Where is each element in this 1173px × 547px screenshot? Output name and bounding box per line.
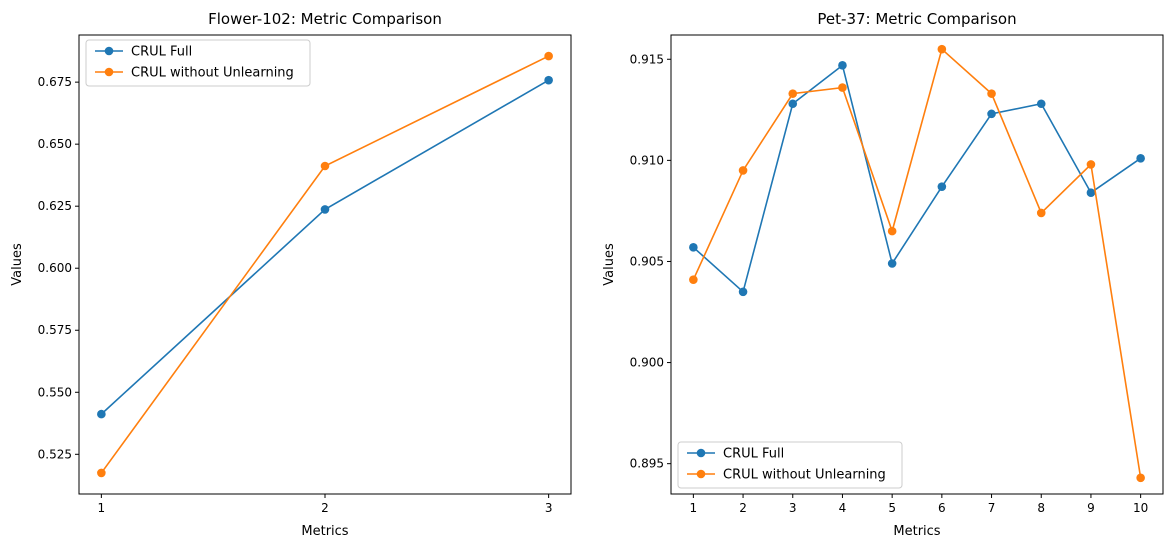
data-point	[1086, 160, 1096, 169]
legend-marker-0	[104, 46, 114, 56]
data-point	[1036, 208, 1046, 218]
x-tick-label: 8	[1037, 501, 1045, 515]
x-tick-label: 2	[739, 501, 747, 515]
legend-label-0: CRUL Full	[131, 45, 192, 60]
data-point	[987, 109, 996, 119]
data-point	[987, 89, 996, 98]
legend-label-1: CRUL without Unlearning	[723, 468, 886, 483]
legend-label-1: CRUL without Unlearning	[131, 66, 294, 81]
legend-box	[85, 39, 311, 87]
series-line-1	[692, 47, 1142, 478]
data-point	[788, 99, 798, 109]
legend-marker-1	[104, 67, 114, 77]
x-axis-label: Metrics	[893, 524, 940, 539]
y-tick-label: 0.915	[630, 52, 664, 66]
series-line-0	[692, 63, 1142, 294]
y-tick-label: 0.575	[38, 323, 72, 337]
y-tick-label: 0.550	[38, 385, 72, 399]
x-tick-label: 5	[888, 501, 896, 515]
data-point	[838, 61, 847, 70]
y-tick-label: 0.675	[38, 75, 72, 89]
y-axis-label: Values	[602, 243, 617, 286]
data-point	[788, 89, 798, 98]
y-tick-label: 0.525	[38, 447, 72, 461]
y-tick-label: 0.905	[630, 254, 664, 268]
y-tick-label: 0.895	[630, 457, 664, 471]
x-tick-label: 3	[789, 501, 797, 515]
x-tick-label: 10	[1133, 501, 1148, 515]
pet-37-chart: Pet-37: Metric Comparison 1 2 3 4 5 6 7 8 9 10 0.89…	[602, 10, 1164, 539]
data-point	[1036, 99, 1046, 109]
x-tick-label: 6	[938, 501, 946, 515]
legend-box	[677, 441, 903, 489]
y-axis-label: Values	[10, 243, 25, 286]
data-point	[1136, 154, 1145, 163]
y-tick-label: 0.650	[38, 137, 72, 151]
data-point	[1086, 188, 1096, 198]
x-axis-label: Metrics	[301, 524, 348, 539]
y-tick-label: 0.600	[38, 261, 72, 275]
chart-title: Pet-37: Metric Comparison	[817, 10, 1016, 28]
y-tick-label: 0.625	[38, 199, 72, 213]
x-tick-label: 7	[988, 501, 996, 515]
x-tick-label: 3	[545, 501, 553, 515]
data-point	[738, 166, 748, 175]
data-point	[937, 182, 947, 191]
plot-frame	[78, 34, 572, 495]
data-point	[320, 205, 330, 214]
x-tick-label: 1	[98, 501, 106, 515]
data-point	[1136, 473, 1145, 483]
data-point	[937, 44, 947, 54]
x-tick-label: 1	[690, 501, 698, 515]
legend-marker-0	[696, 448, 706, 458]
series-line-0	[100, 79, 550, 415]
x-tick-label: 2	[321, 501, 329, 515]
flower-102-chart: Flower-102: Metric Comparison 1 2 3 0.525 0.5…	[10, 10, 572, 539]
data-point	[544, 75, 553, 85]
data-point	[320, 161, 330, 171]
y-tick-label: 0.900	[630, 356, 664, 370]
plot-frame	[670, 34, 1164, 495]
x-tick-label: 9	[1087, 501, 1095, 515]
data-point	[97, 468, 106, 478]
data-point	[738, 287, 748, 297]
data-point	[887, 259, 897, 268]
data-point	[544, 51, 553, 61]
legend-label-0: CRUL Full	[723, 447, 784, 462]
y-tick-label: 0.910	[630, 153, 664, 167]
data-point	[887, 226, 897, 236]
data-point	[689, 275, 698, 284]
data-point	[689, 243, 698, 252]
data-point	[838, 83, 847, 92]
x-tick-label: 4	[839, 501, 847, 515]
chart-title: Flower-102: Metric Comparison	[208, 10, 442, 28]
data-point	[97, 409, 106, 419]
legend-marker-1	[696, 469, 706, 479]
